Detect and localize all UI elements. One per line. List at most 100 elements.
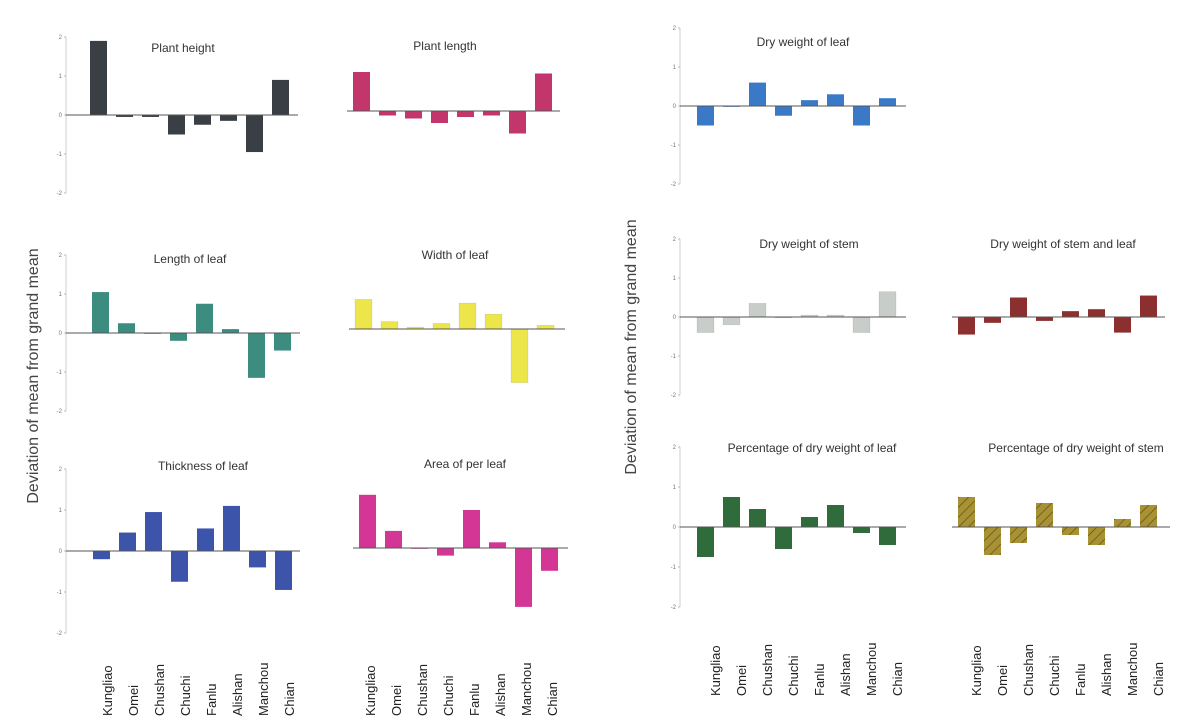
y-tick-label: 1 <box>59 508 63 514</box>
y-tick-label: -2 <box>57 631 63 637</box>
bar <box>879 527 896 545</box>
bar <box>116 115 133 117</box>
category-label: Manchou <box>1125 643 1140 696</box>
y-tick-label: -1 <box>57 590 63 596</box>
category-label: Chuchi <box>178 675 193 716</box>
bar <box>405 111 422 119</box>
bar <box>171 551 188 582</box>
bar <box>222 329 239 333</box>
chart-title: Percentage of dry weight of leaf <box>728 441 897 455</box>
y-tick-label: -1 <box>671 354 677 360</box>
y-axis-label-right: Deviation of mean from grand mean <box>623 219 640 474</box>
bar <box>354 299 373 330</box>
category-label: Fanlu <box>1073 663 1088 696</box>
bar <box>170 333 187 341</box>
chart-panel: Dry weight of stem and leaf <box>952 237 1165 335</box>
category-label: Kungliao <box>708 645 723 696</box>
y-tick-label: 1 <box>673 485 677 491</box>
bar <box>272 79 289 115</box>
category-label: Manchou <box>256 663 271 716</box>
bar <box>984 527 1001 555</box>
bar <box>1114 519 1131 527</box>
bar <box>1088 309 1105 317</box>
bar <box>432 323 451 330</box>
chart-title: Plant height <box>151 41 215 55</box>
bar <box>1062 527 1079 535</box>
bar <box>248 333 265 378</box>
chart-panel: Plant height 2 1 0 -1 -2 <box>57 35 298 197</box>
y-tick-label: -1 <box>57 152 63 158</box>
bar <box>483 111 500 116</box>
bar <box>535 73 552 111</box>
bar <box>145 512 162 551</box>
category-label: Omei <box>126 685 141 716</box>
bar <box>536 324 555 330</box>
chart-panel: Thickness of leaf 2 1 0 -1 -2 <box>57 459 300 637</box>
y-tick-label: 0 <box>59 113 63 119</box>
category-label: Alishan <box>230 673 245 716</box>
bar <box>275 551 292 590</box>
bar <box>90 40 107 115</box>
bar <box>775 527 792 549</box>
bar <box>958 317 975 335</box>
category-label: Omei <box>995 665 1010 696</box>
bar <box>119 532 136 551</box>
category-label: Fanlu <box>204 683 219 716</box>
y-tick-label: -2 <box>671 182 677 188</box>
y-tick-label: 1 <box>673 276 677 282</box>
bar <box>723 497 740 527</box>
bar <box>353 72 370 111</box>
category-label: Manchou <box>864 643 879 696</box>
category-label: Kungliao <box>969 645 984 696</box>
bar <box>196 303 213 333</box>
y-tick-label: 0 <box>59 549 63 555</box>
category-label: Chushan <box>1021 644 1036 696</box>
y-tick-label: 0 <box>673 525 677 531</box>
bar <box>515 548 532 607</box>
bar <box>775 106 792 116</box>
bar <box>92 292 109 333</box>
y-tick-label: -2 <box>57 191 63 197</box>
bar <box>853 106 870 126</box>
category-label: Chian <box>890 662 905 696</box>
y-tick-label: 2 <box>59 467 63 473</box>
bar <box>748 303 767 318</box>
y-tick-label: -1 <box>57 370 63 376</box>
category-label: Alishan <box>838 653 853 696</box>
bar <box>431 111 448 123</box>
bar <box>1062 311 1079 317</box>
category-label: Chuchi <box>1047 655 1062 696</box>
bar <box>801 100 818 106</box>
chart-title: Thickness of leaf <box>158 459 249 473</box>
bar <box>879 98 896 106</box>
y-tick-label: 2 <box>673 445 677 451</box>
bar <box>1114 317 1131 333</box>
bar <box>194 115 211 125</box>
chart-title: Width of leaf <box>422 248 489 262</box>
bar <box>801 517 818 527</box>
bar <box>457 111 474 117</box>
bar <box>697 106 714 126</box>
y-axis-label-left: Deviation of mean from grand mean <box>25 248 42 503</box>
category-label: Omei <box>734 665 749 696</box>
charts-layer: Plant height 2 1 0 -1 -2 Plant length Length of… <box>57 26 1170 637</box>
bar <box>249 551 266 568</box>
bar <box>984 317 1001 323</box>
bar <box>274 333 291 351</box>
bar <box>749 82 766 106</box>
bar <box>197 528 214 551</box>
bar <box>93 551 110 560</box>
chart-panel: Area of per leaf <box>353 457 568 607</box>
bar <box>1140 505 1157 527</box>
category-label: Kungliao <box>363 665 378 716</box>
category-label: Chuchi <box>441 675 456 716</box>
bar <box>118 323 135 333</box>
category-labels-layer: Kungliao Omei Chushan Chuchi Fanlu Alishan Man… <box>100 643 1166 716</box>
bar <box>827 505 844 527</box>
category-label: Chushan <box>415 664 430 716</box>
y-tick-label: 2 <box>59 35 63 41</box>
chart-panel: Dry weight of leaf 2 1 0 -1 -2 <box>671 26 906 188</box>
bar <box>853 527 870 533</box>
category-label: Kungliao <box>100 665 115 716</box>
